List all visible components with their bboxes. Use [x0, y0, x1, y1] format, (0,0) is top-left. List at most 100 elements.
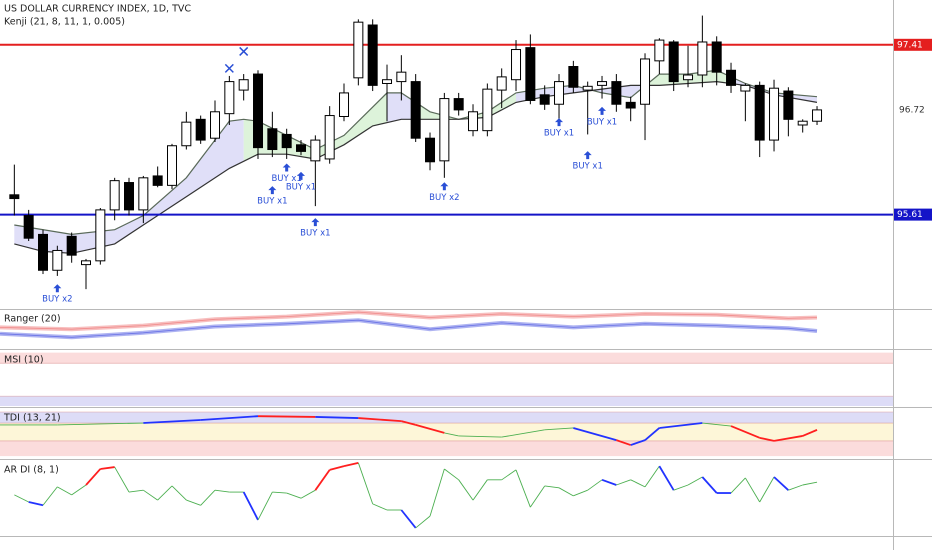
- line-segment: [357, 462, 374, 505]
- line-segment: [802, 481, 818, 486]
- buy-label: BUY x2: [42, 295, 72, 305]
- line-segment: [257, 491, 273, 521]
- buy-arrow: [282, 163, 291, 172]
- line-segment: [57, 422, 144, 426]
- line-segment: [587, 479, 603, 491]
- pane-title: MSI (10): [4, 355, 44, 366]
- line-segment: [401, 420, 416, 426]
- line-segment: [573, 427, 617, 441]
- candle-body: [582, 85, 593, 91]
- candle-body: [668, 41, 679, 83]
- candle-body: [181, 121, 192, 147]
- buy-label: BUY x1: [572, 162, 602, 172]
- buy-arrow: [297, 171, 306, 180]
- buy-arrow: [583, 151, 592, 160]
- band: [0, 396, 893, 406]
- line-segment: [42, 486, 58, 506]
- line-segment: [444, 432, 459, 437]
- level-label-box: [894, 208, 932, 221]
- line-core: [0, 319, 818, 338]
- candle-body: [812, 109, 823, 122]
- line-segment: [444, 468, 459, 481]
- candle-body: [425, 137, 436, 163]
- line-segment: [372, 503, 388, 511]
- line-segment: [143, 419, 201, 424]
- candle-body: [769, 87, 780, 141]
- candle-body: [267, 128, 278, 151]
- buy-arrow: [53, 284, 62, 293]
- line-segment: [286, 492, 302, 499]
- line-segment: [673, 484, 689, 491]
- buy-arrow: [598, 106, 607, 115]
- band: [0, 440, 893, 457]
- level-label: 97.41: [897, 40, 923, 50]
- candle-body: [281, 133, 292, 149]
- candle-body: [296, 144, 307, 152]
- candle-body: [482, 88, 493, 132]
- candle-body: [496, 76, 507, 91]
- line-segment: [257, 415, 316, 418]
- line-segment: [200, 415, 259, 421]
- buy-label: BUY x1: [587, 117, 617, 127]
- candle-body: [511, 49, 522, 81]
- buy-label: BUY x1: [286, 182, 316, 192]
- line-segment: [28, 501, 44, 507]
- line-segment: [644, 465, 660, 488]
- candle-body: [439, 98, 450, 162]
- line-segment: [659, 422, 703, 429]
- candle-body: [568, 66, 579, 88]
- line-segment: [100, 466, 115, 470]
- candle-body: [38, 233, 49, 271]
- line-segment: [773, 435, 803, 442]
- candle-body: [253, 73, 264, 149]
- line-segment: [573, 489, 588, 497]
- line-segment: [314, 469, 331, 491]
- line-segment: [529, 485, 546, 508]
- line-segment: [773, 476, 789, 491]
- line-segment: [458, 435, 502, 438]
- pane-title: AR DI (8, 1): [4, 465, 59, 476]
- candle-body: [539, 94, 550, 105]
- line-segment: [644, 427, 660, 441]
- candle-body: [396, 71, 407, 83]
- candle-body: [382, 79, 393, 84]
- labels: US DOLLAR CURRENCY INDEX, 1D, TVC Kenji …: [3, 4, 932, 476]
- line-segment: [788, 484, 803, 491]
- candle-body: [339, 92, 350, 118]
- line-segment: [343, 461, 359, 468]
- line-segment: [630, 479, 646, 488]
- candle-body: [109, 180, 120, 211]
- candle-body: [597, 81, 608, 86]
- buy-label: BUY x1: [257, 197, 287, 207]
- candle-body: [367, 24, 378, 86]
- candle-body: [683, 74, 694, 81]
- line-segment: [186, 499, 201, 506]
- plots: [0, 15, 893, 529]
- line-segment: [616, 479, 631, 486]
- candle-body: [640, 58, 651, 105]
- sell-cross: [224, 63, 234, 73]
- buy-label: BUY x1: [300, 229, 330, 239]
- line-segment: [242, 491, 259, 521]
- candle-body: [410, 81, 421, 139]
- line-segment: [14, 494, 29, 503]
- candle-body: [224, 81, 235, 115]
- line-segment: [616, 439, 631, 446]
- candle-body: [52, 249, 63, 271]
- band: [0, 411, 893, 424]
- line-segment: [544, 427, 574, 431]
- candle-body: [783, 90, 794, 120]
- line-segment: [128, 489, 144, 493]
- line-segment: [157, 485, 173, 501]
- candle-body: [711, 41, 722, 73]
- candle-body: [95, 209, 106, 262]
- candle-body: [554, 81, 565, 105]
- pane-title: Ranger (20): [4, 314, 61, 325]
- line-segment: [329, 465, 345, 471]
- cloud: [243, 92, 387, 162]
- candle-body: [152, 175, 163, 186]
- candle-body: [310, 139, 321, 162]
